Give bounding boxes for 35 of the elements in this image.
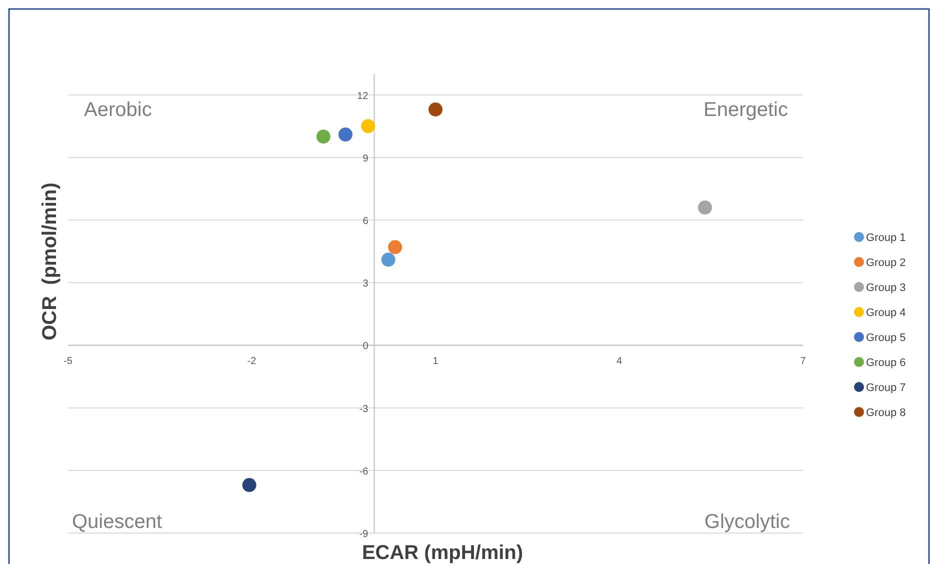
x-tick-label: -2 — [247, 356, 257, 368]
legend-label: Group 7 — [866, 382, 906, 394]
y-tick-label: -9 — [359, 529, 369, 540]
point — [361, 119, 376, 134]
annotation: Energetic — [704, 99, 788, 121]
point — [381, 252, 396, 267]
annotation: Aerobic — [84, 99, 152, 121]
legend-label: Group 8 — [866, 407, 906, 419]
y-tick-label: 12 — [357, 90, 369, 102]
y-tick-label: 3 — [362, 278, 369, 290]
y-tick-label: 0 — [362, 341, 369, 352]
y-tick-label: -6 — [359, 466, 369, 478]
x-tick-label: 7 — [800, 356, 806, 368]
point — [428, 102, 442, 116]
x-tick-label: -5 — [64, 356, 73, 368]
legend-label: Group 6 — [866, 357, 906, 369]
legend-label: Group 4 — [866, 307, 906, 319]
y-tick-label: -3 — [359, 404, 369, 415]
y-tick-label: 9 — [362, 153, 369, 164]
point — [388, 240, 402, 254]
point — [242, 478, 256, 492]
x-tick-label: 1 — [432, 356, 439, 368]
y-axis-title: OCR (pmol/min) — [39, 182, 61, 340]
annotation: Glycolytic — [704, 511, 790, 533]
annotation: Quiescent — [72, 511, 162, 533]
legend-label: Group 2 — [866, 257, 906, 269]
legend-label: Group 1 — [866, 232, 906, 244]
point — [316, 130, 330, 144]
point — [698, 200, 712, 215]
legend-label: Group 5 — [866, 332, 906, 344]
legend-label: Group 3 — [866, 282, 906, 294]
x-axis-title: ECAR (mpH/min) — [362, 542, 524, 564]
y-tick-label: 6 — [362, 216, 369, 228]
point — [338, 128, 352, 142]
x-tick-label: 4 — [616, 356, 622, 368]
